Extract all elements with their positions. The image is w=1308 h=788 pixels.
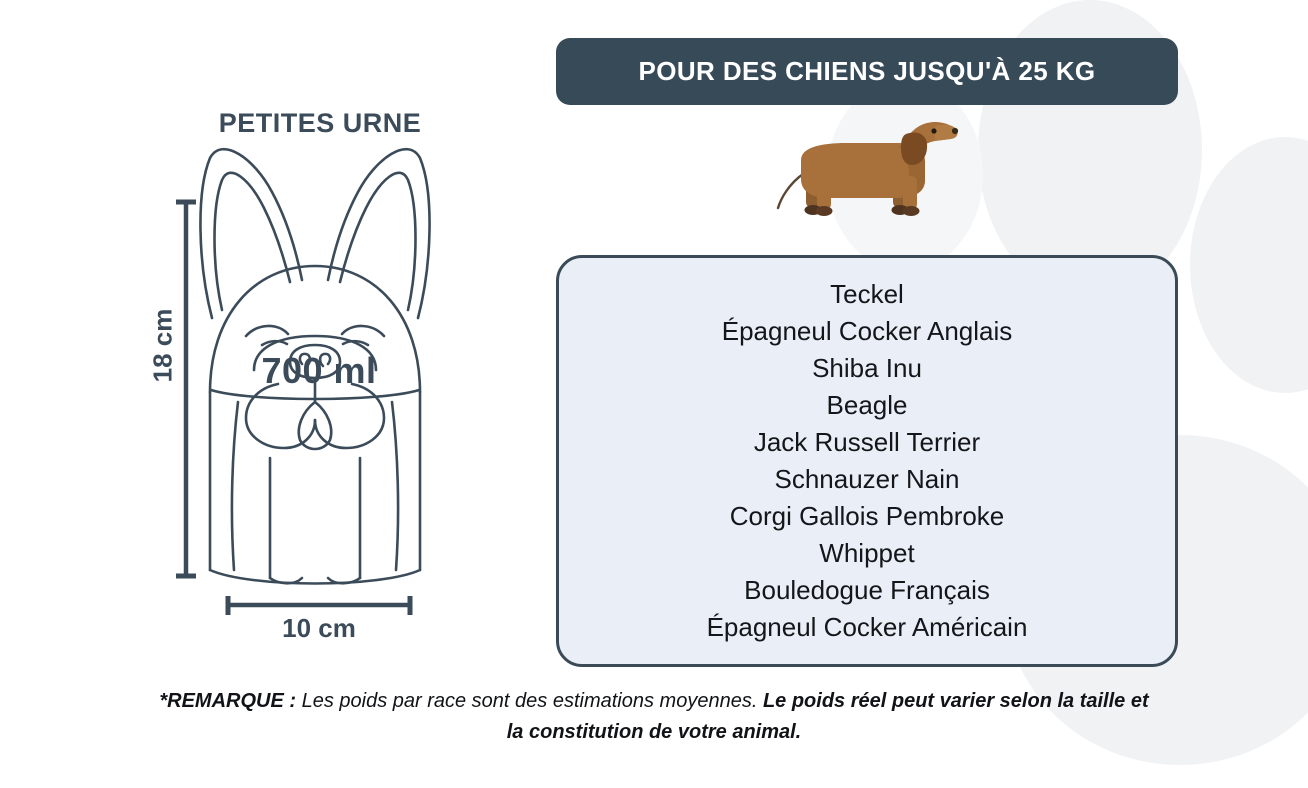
- french-bulldog-urn-icon: [199, 147, 431, 585]
- breed-list-item: Corgi Gallois Pembroke: [729, 501, 1005, 531]
- breed-list-item: Teckel: [830, 279, 904, 309]
- breed-list-item: Beagle: [826, 390, 908, 420]
- disclaimer-emphasis: Le poids réel peut varier selon la taill…: [506, 690, 1149, 743]
- disclaimer-body: Les poids par race sont des estimations …: [301, 690, 763, 712]
- weight-range-banner-text: POUR DES CHIENS JUSQU'À 25 KG: [638, 56, 1096, 86]
- volume-label: 700 ml: [261, 350, 377, 391]
- breed-list-item: Jack Russell Terrier: [753, 427, 981, 457]
- breed-list-item: Schnauzer Nain: [774, 464, 960, 494]
- breed-list-item: Épagneul Cocker Américain: [706, 612, 1028, 642]
- disclaimer-lead: *REMARQUE :: [159, 690, 302, 712]
- page-title: PETITES URNE: [218, 108, 422, 138]
- width-dimension-label: 10 cm: [282, 613, 356, 643]
- breed-list-card: Teckel Épagneul Cocker Anglais Shiba Inu…: [556, 255, 1178, 667]
- breed-list-item: Épagneul Cocker Anglais: [721, 316, 1013, 346]
- disclaimer-note: *REMARQUE : Les poids par race sont des …: [154, 686, 1154, 748]
- weight-range-banner: POUR DES CHIENS JUSQU'À 25 KG: [556, 38, 1178, 105]
- dachshund-icon: [776, 121, 959, 216]
- breed-list-item: Whippet: [819, 538, 915, 568]
- breed-list-item: Shiba Inu: [812, 353, 922, 383]
- height-dimension-label: 18 cm: [147, 308, 178, 383]
- breed-list-item: Bouledogue Français: [744, 575, 990, 605]
